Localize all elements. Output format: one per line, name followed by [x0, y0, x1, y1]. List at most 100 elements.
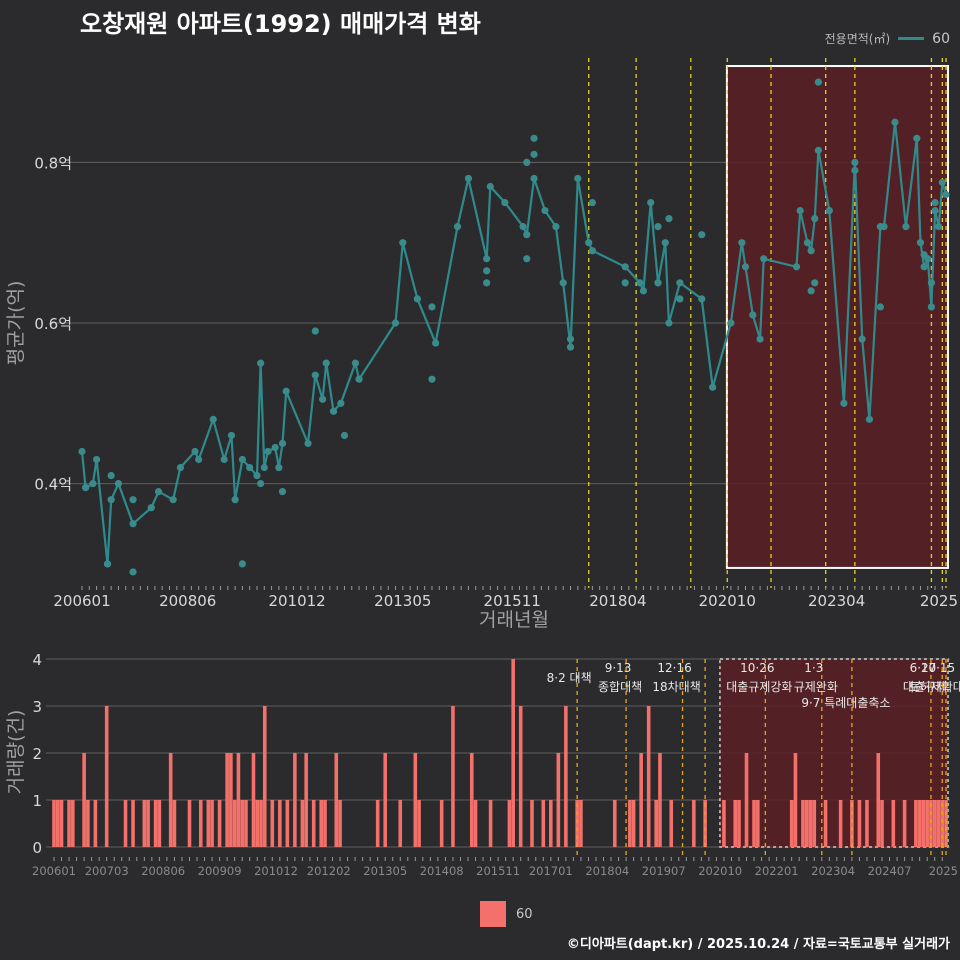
- volume-bar: [838, 800, 843, 847]
- bottom-x-tick-label: 200806: [141, 864, 185, 878]
- top-y-tick-label: 0.8억: [34, 154, 72, 172]
- volume-bar: [52, 800, 56, 847]
- price-point: [147, 504, 155, 512]
- bottom-y-tick-label: 0: [32, 839, 42, 857]
- price-point: [807, 247, 815, 255]
- volume-bar: [857, 800, 862, 847]
- price-point: [927, 303, 936, 311]
- volume-bar: [240, 800, 244, 847]
- price-point: [453, 223, 462, 231]
- top-y-tick-label: 0.6억: [34, 315, 72, 333]
- legend-title: 전용면적(㎡): [824, 32, 891, 46]
- volume-bar: [865, 800, 869, 847]
- policy-label-date: 1·3: [804, 661, 823, 675]
- volume-bar: [579, 800, 583, 847]
- bottom-x-tick-label: 202010: [698, 864, 742, 878]
- volume-bar: [940, 800, 945, 847]
- price-point: [621, 279, 629, 287]
- price-point: [588, 247, 596, 255]
- volume-bar: [172, 800, 177, 847]
- volume-bar: [270, 800, 275, 847]
- policy-label-date: 12·16: [657, 661, 691, 675]
- price-point: [916, 239, 925, 247]
- volume-bar: [737, 800, 741, 847]
- top-x-tick-label: 201305: [374, 592, 431, 610]
- top-x-tick-label: 202010: [699, 592, 756, 610]
- volume-bar: [556, 753, 561, 847]
- volume-bar: [936, 800, 941, 847]
- volume-bar: [902, 800, 907, 847]
- price-point: [727, 319, 735, 327]
- price-point: [103, 560, 112, 568]
- price-point: [238, 560, 247, 568]
- bottom-x-tick-label: 201012: [254, 864, 298, 878]
- volume-bar: [925, 800, 929, 847]
- volume-bar: [59, 800, 64, 847]
- volume-bar: [255, 800, 260, 847]
- volume-bar: [146, 800, 150, 847]
- price-point: [413, 295, 421, 303]
- chart-title: 오창재원 아파트(1992) 매매가격 변화: [80, 10, 481, 38]
- volume-bar: [262, 706, 267, 847]
- volume-bar: [654, 800, 658, 847]
- top-x-tick-label: 201804: [589, 592, 646, 610]
- price-point: [107, 496, 115, 504]
- price-point: [227, 431, 236, 440]
- volume-bar: [225, 753, 229, 847]
- price-point: [176, 463, 185, 472]
- volume-bar: [808, 800, 813, 847]
- volume-bar: [929, 800, 933, 847]
- price-point: [278, 488, 287, 496]
- price-point: [920, 251, 928, 259]
- policy-label-date: 10·15: [921, 661, 955, 675]
- legend-top: 전용면적(㎡) 60: [825, 30, 950, 47]
- bottom-y-tick-label: 2: [32, 745, 42, 763]
- price-point: [920, 263, 928, 271]
- price-point: [154, 488, 163, 496]
- price-point: [588, 198, 596, 207]
- volume-bar: [733, 800, 738, 847]
- volume-bar: [801, 800, 805, 847]
- price-point: [264, 447, 272, 456]
- price-point: [825, 206, 833, 215]
- policy-label-date: 10·26: [740, 661, 774, 675]
- price-point: [880, 223, 888, 231]
- price-point: [399, 239, 407, 247]
- volume-bar: [67, 800, 71, 847]
- footer-credit: ©디아파트(dapt.kr) / 2025.10.24 / 자료=국토교통부 실…: [566, 937, 950, 952]
- price-point: [851, 158, 859, 166]
- price-point: [278, 439, 287, 448]
- price-point: [355, 375, 363, 383]
- bottom-x-tick-label: 201804: [585, 864, 629, 878]
- policy-label-name: 토허제확대: [909, 680, 960, 694]
- price-point: [760, 255, 768, 263]
- volume-bar: [613, 800, 617, 847]
- volume-bar: [628, 800, 632, 847]
- price-point: [271, 443, 279, 452]
- volume-bar: [311, 800, 316, 847]
- price-point: [566, 335, 575, 343]
- volume-bar: [93, 800, 98, 847]
- bottom-x-tick-label: 201701: [529, 864, 573, 878]
- price-point: [391, 319, 400, 327]
- volume-bar: [932, 800, 937, 847]
- volume-bar: [451, 706, 455, 847]
- policy-label-name: 대출규제: [903, 680, 947, 694]
- volume-bar: [511, 659, 515, 847]
- price-point: [464, 174, 473, 183]
- price-point: [523, 231, 531, 239]
- volume-bar: [300, 800, 305, 847]
- legend-bar-swatch: [480, 901, 506, 927]
- volume-bar: [304, 753, 308, 847]
- price-point: [858, 335, 866, 343]
- bottom-x-tick-label: 200601: [32, 864, 76, 878]
- volume-bar: [229, 753, 233, 847]
- volume-bar: [880, 800, 884, 847]
- price-point: [260, 463, 268, 472]
- price-point: [246, 463, 254, 472]
- volume-bar: [198, 800, 203, 847]
- price-point: [840, 399, 848, 407]
- volume-bar: [756, 800, 760, 847]
- price-point: [796, 206, 804, 215]
- volume-bar: [876, 753, 881, 847]
